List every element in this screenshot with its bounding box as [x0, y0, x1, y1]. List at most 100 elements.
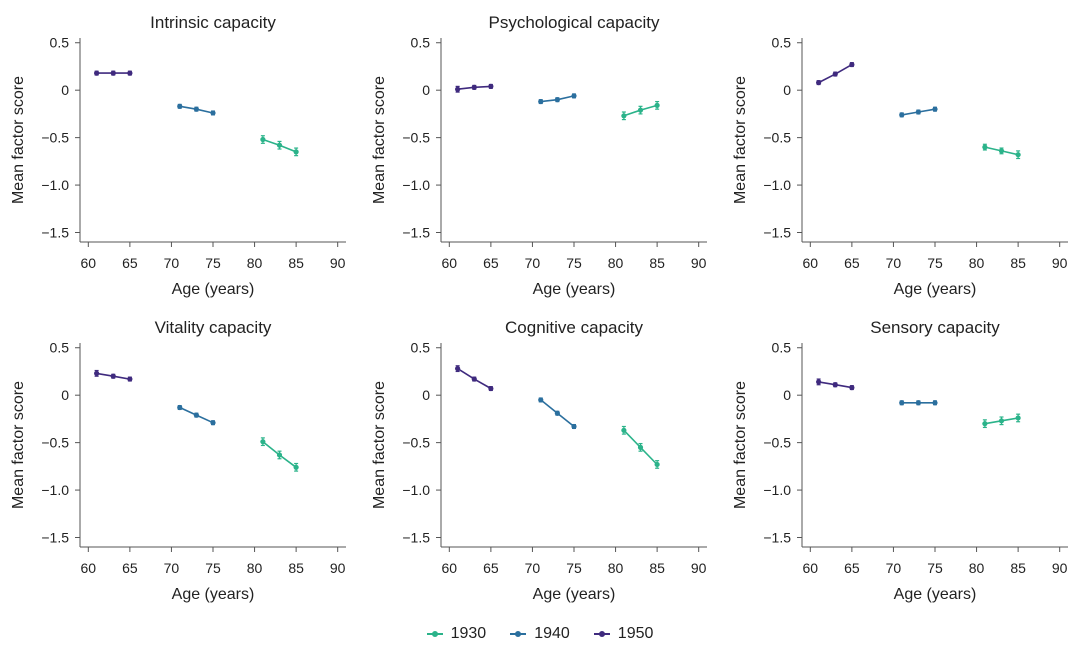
series-1940: [177, 103, 216, 116]
chart-title: Intrinsic capacity: [150, 13, 276, 32]
series-1930: [982, 143, 1021, 160]
data-point: [276, 452, 283, 458]
x-tick-label: 60: [803, 255, 819, 271]
y-tick-label: −1.5: [763, 225, 791, 241]
chart-title: Psychological capacity: [488, 13, 660, 32]
series-1930: [621, 100, 660, 121]
data-point: [110, 70, 116, 76]
data-point: [832, 382, 838, 388]
series-1940: [899, 106, 938, 118]
series-1940: [538, 93, 577, 105]
x-tick-label: 65: [844, 255, 860, 271]
legend-item-1930: 1930: [426, 625, 486, 643]
x-tick-label: 80: [247, 255, 263, 271]
x-tick-label: 80: [608, 255, 624, 271]
data-point: [849, 384, 855, 391]
data-point: [260, 136, 266, 143]
data-point: [210, 420, 216, 426]
legend-label: 1940: [534, 625, 570, 642]
y-tick-label: 0: [783, 387, 791, 403]
x-tick-label: 70: [164, 255, 180, 271]
data-point: [816, 379, 822, 385]
legend: 1930 1940 1950: [0, 622, 1080, 646]
y-tick-label: 0.5: [772, 340, 792, 356]
y-axis-label: Mean factor score: [371, 381, 388, 509]
x-axis-label: Age (years): [894, 586, 977, 603]
data-point: [932, 106, 938, 112]
chart-panel: Vitality capacity 0.5 0 −0.5 −1.0 −1.5 60 65 70 7…: [10, 318, 346, 603]
series-1950: [455, 83, 494, 93]
legend-swatch: [426, 629, 443, 639]
series-1950: [94, 70, 133, 76]
data-point: [538, 98, 544, 105]
x-axis-label: Age (years): [894, 281, 977, 298]
data-point: [94, 70, 100, 76]
x-tick-label: 60: [442, 560, 458, 576]
data-point: [816, 79, 822, 86]
data-point: [276, 142, 283, 148]
x-tick-label: 75: [927, 255, 943, 271]
chart-panel: Cognitive capacity 0.5 0 −0.5 −1.0 −1.5 60 65 70…: [371, 318, 707, 603]
legend-swatch: [510, 629, 527, 639]
x-tick-label: 90: [1052, 255, 1068, 271]
y-tick-label: −1.0: [763, 177, 791, 193]
legend-label: 1950: [617, 625, 654, 642]
x-tick-label: 60: [81, 560, 97, 576]
data-point: [621, 427, 627, 433]
y-tick-label: −0.5: [763, 130, 791, 146]
data-point: [193, 412, 199, 418]
series-1940: [177, 404, 216, 426]
data-point: [471, 376, 477, 382]
x-tick-label: 70: [525, 560, 541, 576]
y-axis-label: Mean factor score: [10, 381, 27, 509]
y-tick-label: −1.0: [763, 482, 791, 498]
data-point: [193, 106, 199, 112]
data-point: [488, 385, 494, 392]
data-point: [1015, 415, 1021, 421]
series-1940: [538, 397, 577, 430]
data-point: [982, 421, 988, 427]
x-tick-label: 85: [1010, 255, 1026, 271]
x-tick-label: 90: [330, 255, 346, 271]
x-axis-label: Age (years): [533, 281, 616, 298]
x-tick-label: 75: [927, 560, 943, 576]
data-point: [554, 410, 560, 416]
y-tick-label: 0: [422, 82, 430, 98]
y-tick-label: −0.5: [41, 435, 69, 451]
data-point: [899, 112, 905, 118]
data-point: [571, 93, 577, 99]
x-tick-label: 60: [803, 560, 819, 576]
data-point: [832, 71, 838, 77]
x-axis-label: Age (years): [172, 281, 255, 298]
data-point: [915, 109, 921, 115]
y-axis-label: Mean factor score: [371, 76, 388, 204]
y-tick-label: −1.5: [402, 225, 430, 241]
y-tick-label: 0: [422, 387, 430, 403]
data-point: [554, 97, 560, 103]
data-point: [471, 84, 477, 90]
x-tick-label: 85: [288, 255, 304, 271]
y-tick-label: 0: [783, 82, 791, 98]
data-point: [849, 61, 855, 68]
y-tick-label: −0.5: [41, 130, 69, 146]
y-tick-label: 0.5: [50, 35, 70, 51]
data-point: [293, 149, 299, 155]
data-point: [654, 461, 660, 468]
legend-swatch-dot: [431, 631, 438, 637]
y-tick-label: 0: [61, 82, 69, 98]
y-axis-label: Mean factor score: [732, 381, 749, 509]
chart-title: Cognitive capacity: [505, 318, 643, 337]
y-tick-label: −0.5: [402, 435, 430, 451]
y-axis-label: Mean factor score: [10, 76, 27, 204]
data-point: [637, 107, 644, 113]
data-point: [177, 404, 183, 411]
series-1940: [899, 400, 938, 406]
x-tick-label: 65: [844, 560, 860, 576]
data-point: [177, 103, 183, 109]
y-tick-label: 0.5: [50, 340, 70, 356]
y-tick-label: −1.0: [41, 482, 69, 498]
x-tick-label: 85: [649, 560, 665, 576]
series-1930: [260, 135, 299, 157]
x-tick-label: 70: [164, 560, 180, 576]
